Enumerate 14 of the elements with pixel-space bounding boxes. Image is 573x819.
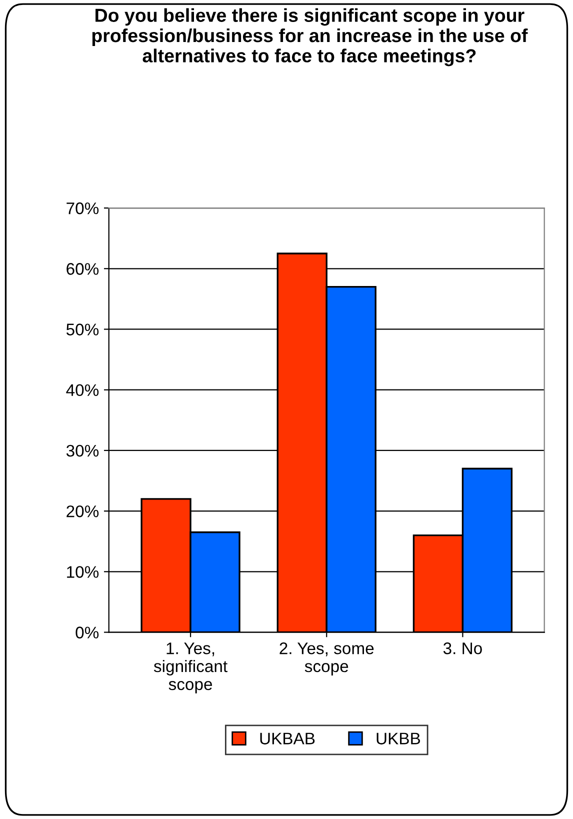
y-tick-label: 20% [66,505,99,518]
chart-title: Do you believe there is significant scope in your profession/business for an increase in the use of alternatives to face to face meetings? [92,8,528,66]
y-tick-label: 10% [67,566,99,578]
y-tick-label: 0% [76,626,99,638]
y-tick-label: 60% [66,263,99,275]
x-tick-label: 1. Yes, significant scope [154,642,228,694]
legend-label: UKBB [376,732,420,744]
y-tick-label: 30% [66,444,99,457]
x-tick-label: 3. No [443,642,482,654]
y-tick-label: 70% [66,202,99,214]
x-tick-label: 2. Yes, some scope [280,642,374,676]
y-tick-label: 40% [66,384,99,396]
legend-label: UKBAB [260,732,315,744]
y-tick-label: 50% [66,324,99,336]
